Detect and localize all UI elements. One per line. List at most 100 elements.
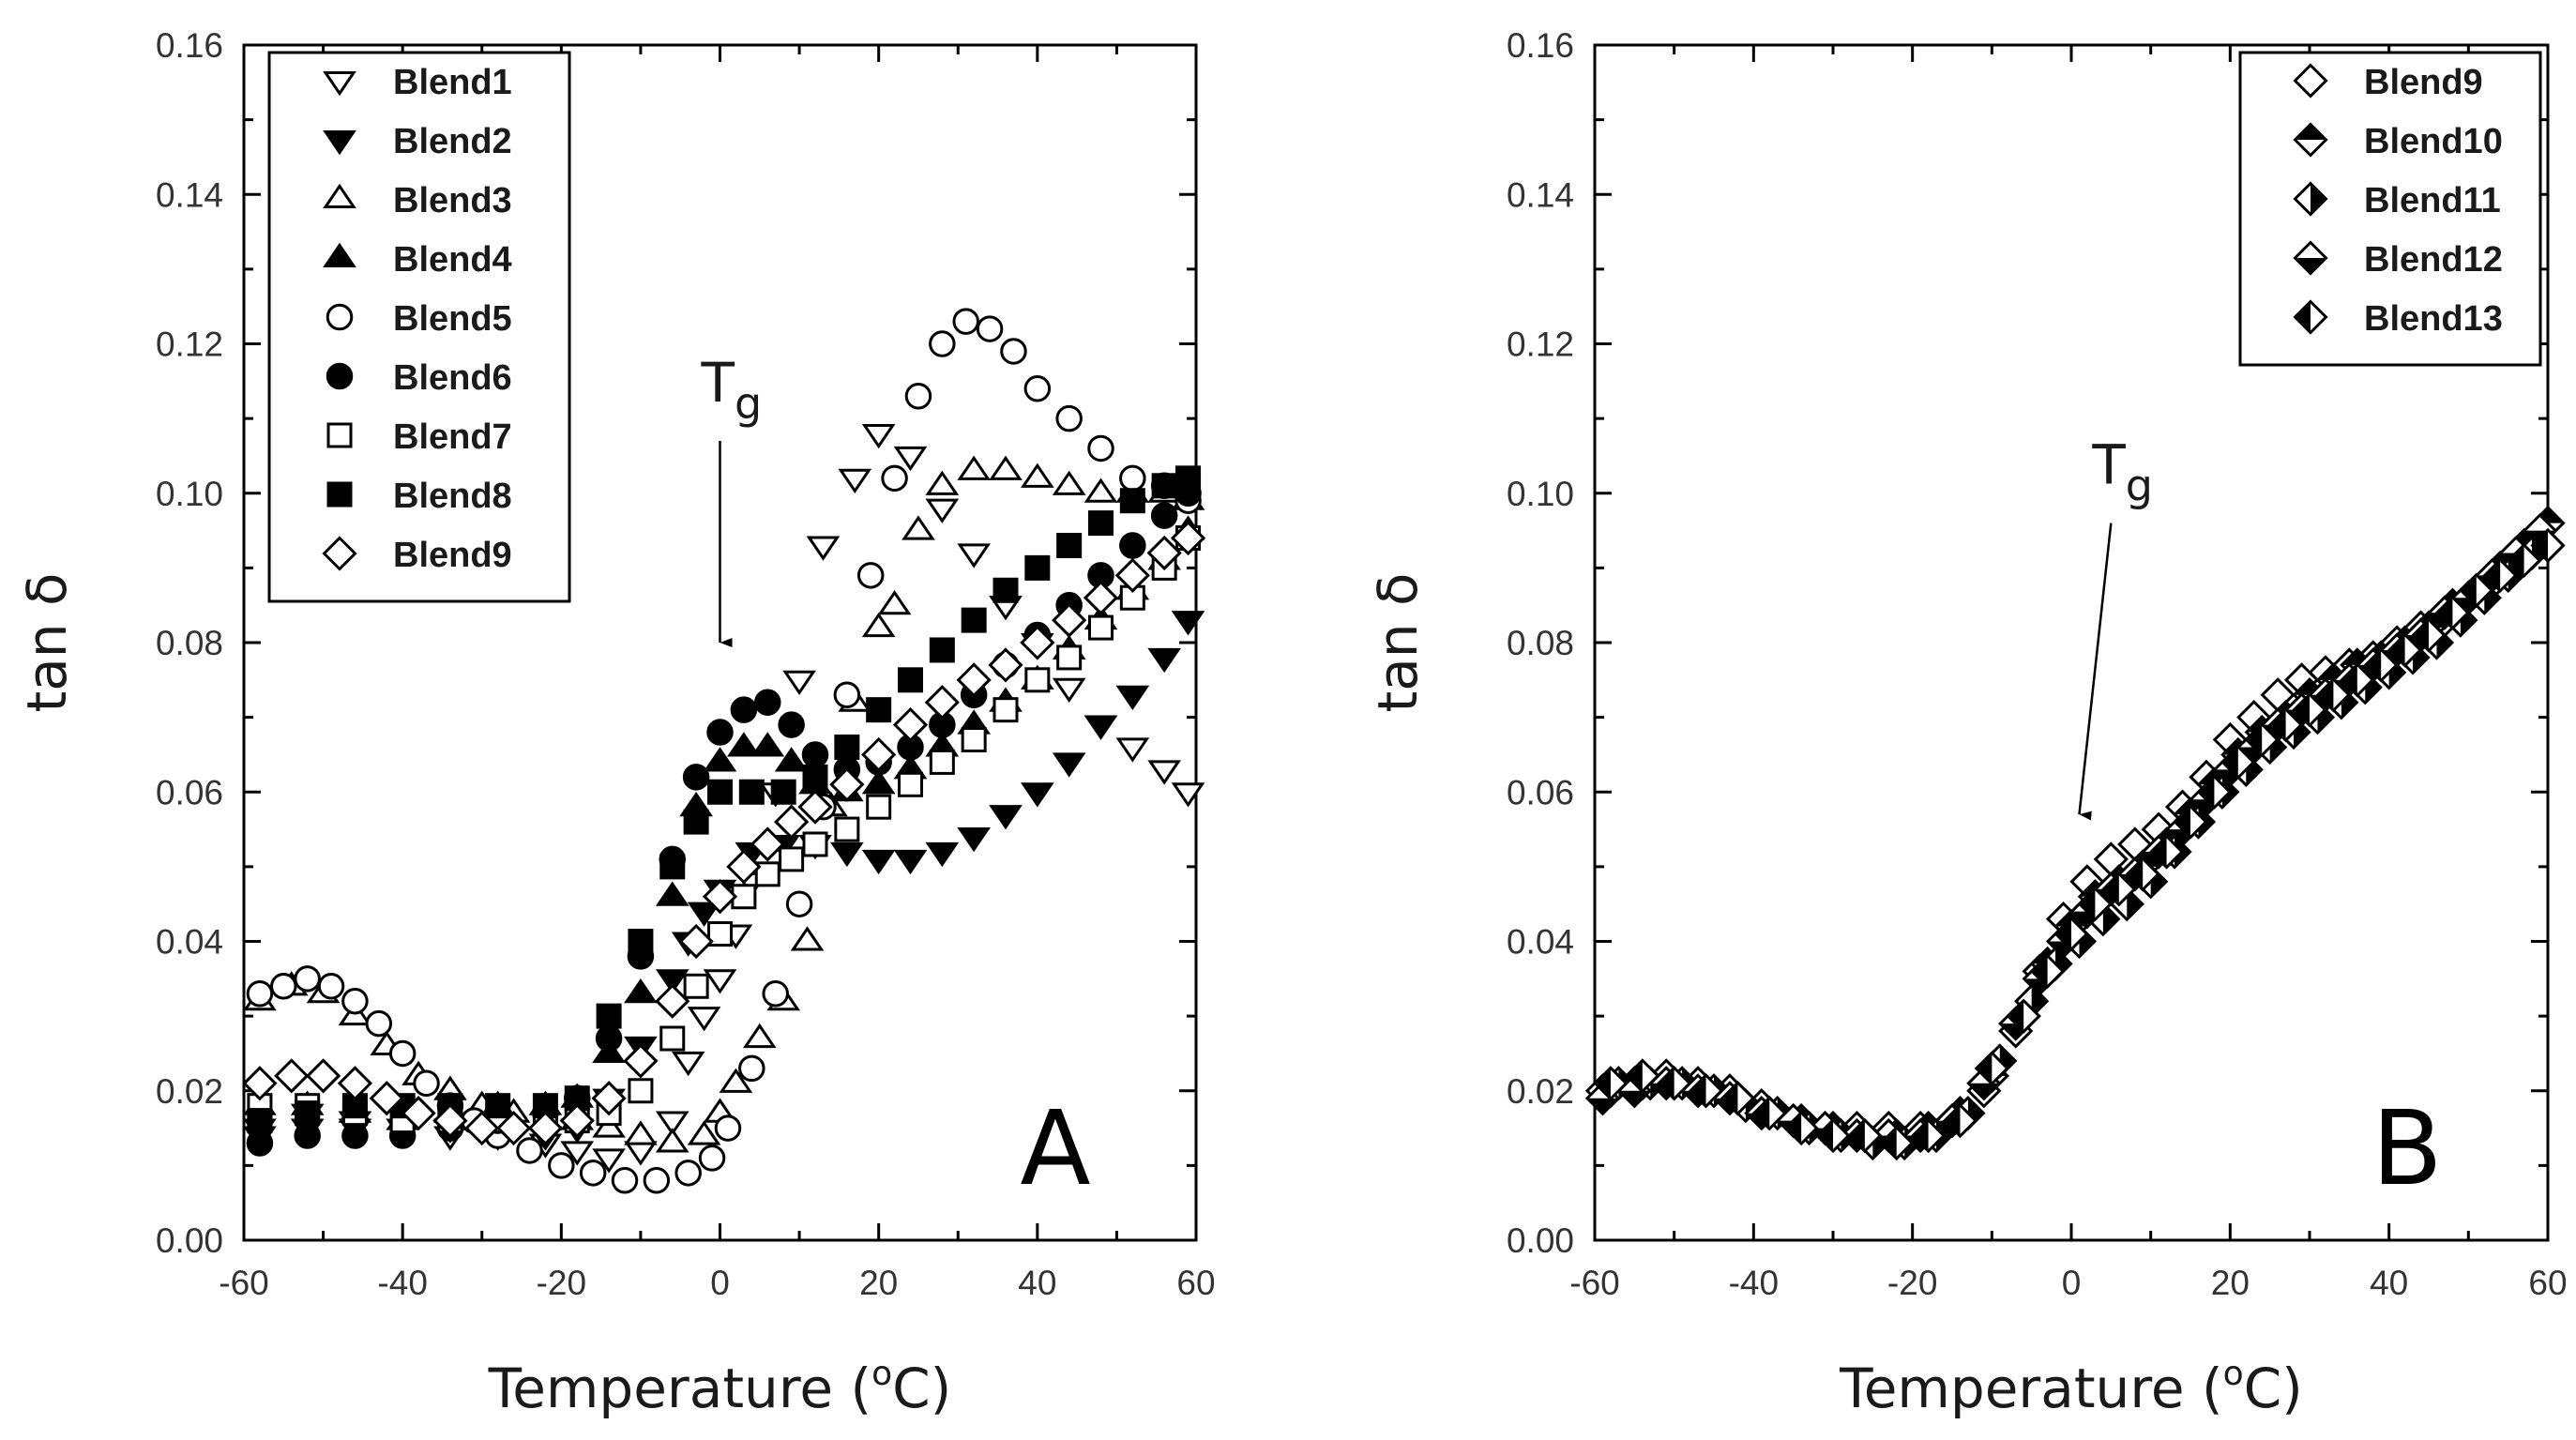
data-point-outline — [2101, 872, 2137, 907]
data-point-half — [2079, 888, 2096, 920]
data-point-outline — [892, 706, 929, 743]
data-point-outline — [1815, 1117, 1851, 1154]
data-points — [242, 308, 1206, 1194]
data-point-outline — [591, 1081, 627, 1116]
data-point-outline — [1974, 1051, 2009, 1086]
data-point — [1083, 580, 1119, 615]
data-point — [1175, 465, 1202, 492]
data-point-outline — [2029, 953, 2066, 989]
data-point — [2173, 804, 2208, 840]
data-point-outline — [797, 789, 833, 825]
data-point — [485, 1093, 511, 1119]
data-point-half — [2532, 529, 2548, 561]
data-point — [993, 697, 1019, 723]
data-point — [341, 987, 369, 1015]
data-point-outline — [559, 1102, 595, 1139]
data-point-outline — [623, 1043, 659, 1079]
data-point-half — [2484, 559, 2501, 591]
legend-marker — [2293, 122, 2328, 158]
data-point-half — [2508, 544, 2524, 576]
legend-marker — [2293, 240, 2328, 276]
data-point — [687, 1120, 721, 1145]
data-point — [904, 382, 932, 410]
panel-label: B — [2371, 1088, 2442, 1208]
data-point-bg — [625, 1045, 657, 1077]
data-point — [2077, 887, 2114, 922]
data-point — [595, 1024, 623, 1053]
y-tick-label: 0.08 — [1507, 624, 1574, 662]
data-point — [242, 1066, 278, 1101]
x-tick-label: -40 — [1729, 1264, 1779, 1302]
data-point — [924, 685, 960, 720]
data-point — [1088, 510, 1114, 537]
data-point — [611, 1167, 639, 1194]
data-point-outline — [1942, 1102, 1978, 1139]
data-point — [683, 809, 709, 835]
data-point-outline — [2077, 887, 2114, 922]
x-tick-label: -40 — [377, 1264, 427, 1302]
legend-marker-half — [2295, 124, 2326, 140]
data-point-half — [2127, 858, 2144, 890]
data-point — [247, 1108, 273, 1134]
y-tick-label: 0.02 — [156, 1072, 223, 1111]
data-point — [861, 736, 897, 773]
data-point — [2029, 953, 2066, 989]
data-point — [730, 696, 758, 723]
data-point-outline — [956, 662, 992, 698]
data-point — [1974, 1051, 2009, 1086]
data-point-outline — [2267, 706, 2304, 743]
data-point — [369, 1081, 404, 1116]
data-point — [2434, 595, 2471, 630]
data-point — [861, 769, 896, 795]
data-point — [1147, 647, 1181, 674]
data-point — [305, 1058, 341, 1094]
y-tick-label: 0.02 — [1507, 1072, 1574, 1111]
data-point — [742, 1023, 777, 1049]
data-point-bg — [990, 649, 1022, 681]
data-point — [1879, 1125, 1915, 1161]
data-point — [1720, 1081, 1756, 1116]
data-point — [655, 881, 689, 906]
x-tick-label: 20 — [859, 1264, 898, 1302]
data-point — [2196, 774, 2233, 810]
data-point — [516, 1137, 543, 1164]
data-point — [929, 749, 955, 775]
legend-label: Blend11 — [2364, 181, 2501, 220]
series-blend9 — [1584, 520, 2558, 1146]
x-tick-label: -60 — [219, 1264, 268, 1302]
data-point — [1146, 535, 1182, 571]
series-blend9 — [242, 520, 1206, 1146]
legend-marker — [323, 70, 356, 97]
data-point-outline — [2292, 692, 2327, 728]
data-point-half — [2389, 634, 2405, 666]
data-point-outline — [2411, 617, 2447, 653]
data-point-outline — [2459, 572, 2494, 608]
data-point — [989, 455, 1023, 480]
data-point — [548, 1152, 575, 1179]
data-point — [833, 681, 861, 708]
legend-item-blend5: Blend5 — [326, 299, 512, 339]
series-blend12 — [1584, 512, 2558, 1154]
y-axis-title: tan δ — [15, 573, 79, 713]
data-point — [1052, 752, 1086, 778]
data-point-outline — [464, 1110, 500, 1146]
data-point — [1056, 532, 1083, 558]
data-point-half — [2461, 574, 2477, 606]
data-point-outline — [495, 1110, 532, 1146]
data-point-half — [2270, 709, 2286, 741]
x-tick-label: -20 — [1887, 1264, 1937, 1302]
legend-item-blend12: Blend12 — [2293, 240, 2503, 280]
legend-item-blend10: Blend10 — [2293, 122, 2503, 161]
data-point — [774, 804, 810, 840]
data-point — [401, 1096, 436, 1131]
data-point — [294, 965, 321, 993]
legend-marker-outline — [2293, 181, 2328, 217]
legend-marker-outline — [322, 536, 357, 571]
data-point-outline — [2506, 542, 2542, 579]
data-point-outline — [1052, 602, 1087, 638]
y-tick-label: 0.16 — [1507, 26, 1574, 65]
data-point — [1119, 464, 1146, 493]
data-point — [532, 1093, 558, 1119]
